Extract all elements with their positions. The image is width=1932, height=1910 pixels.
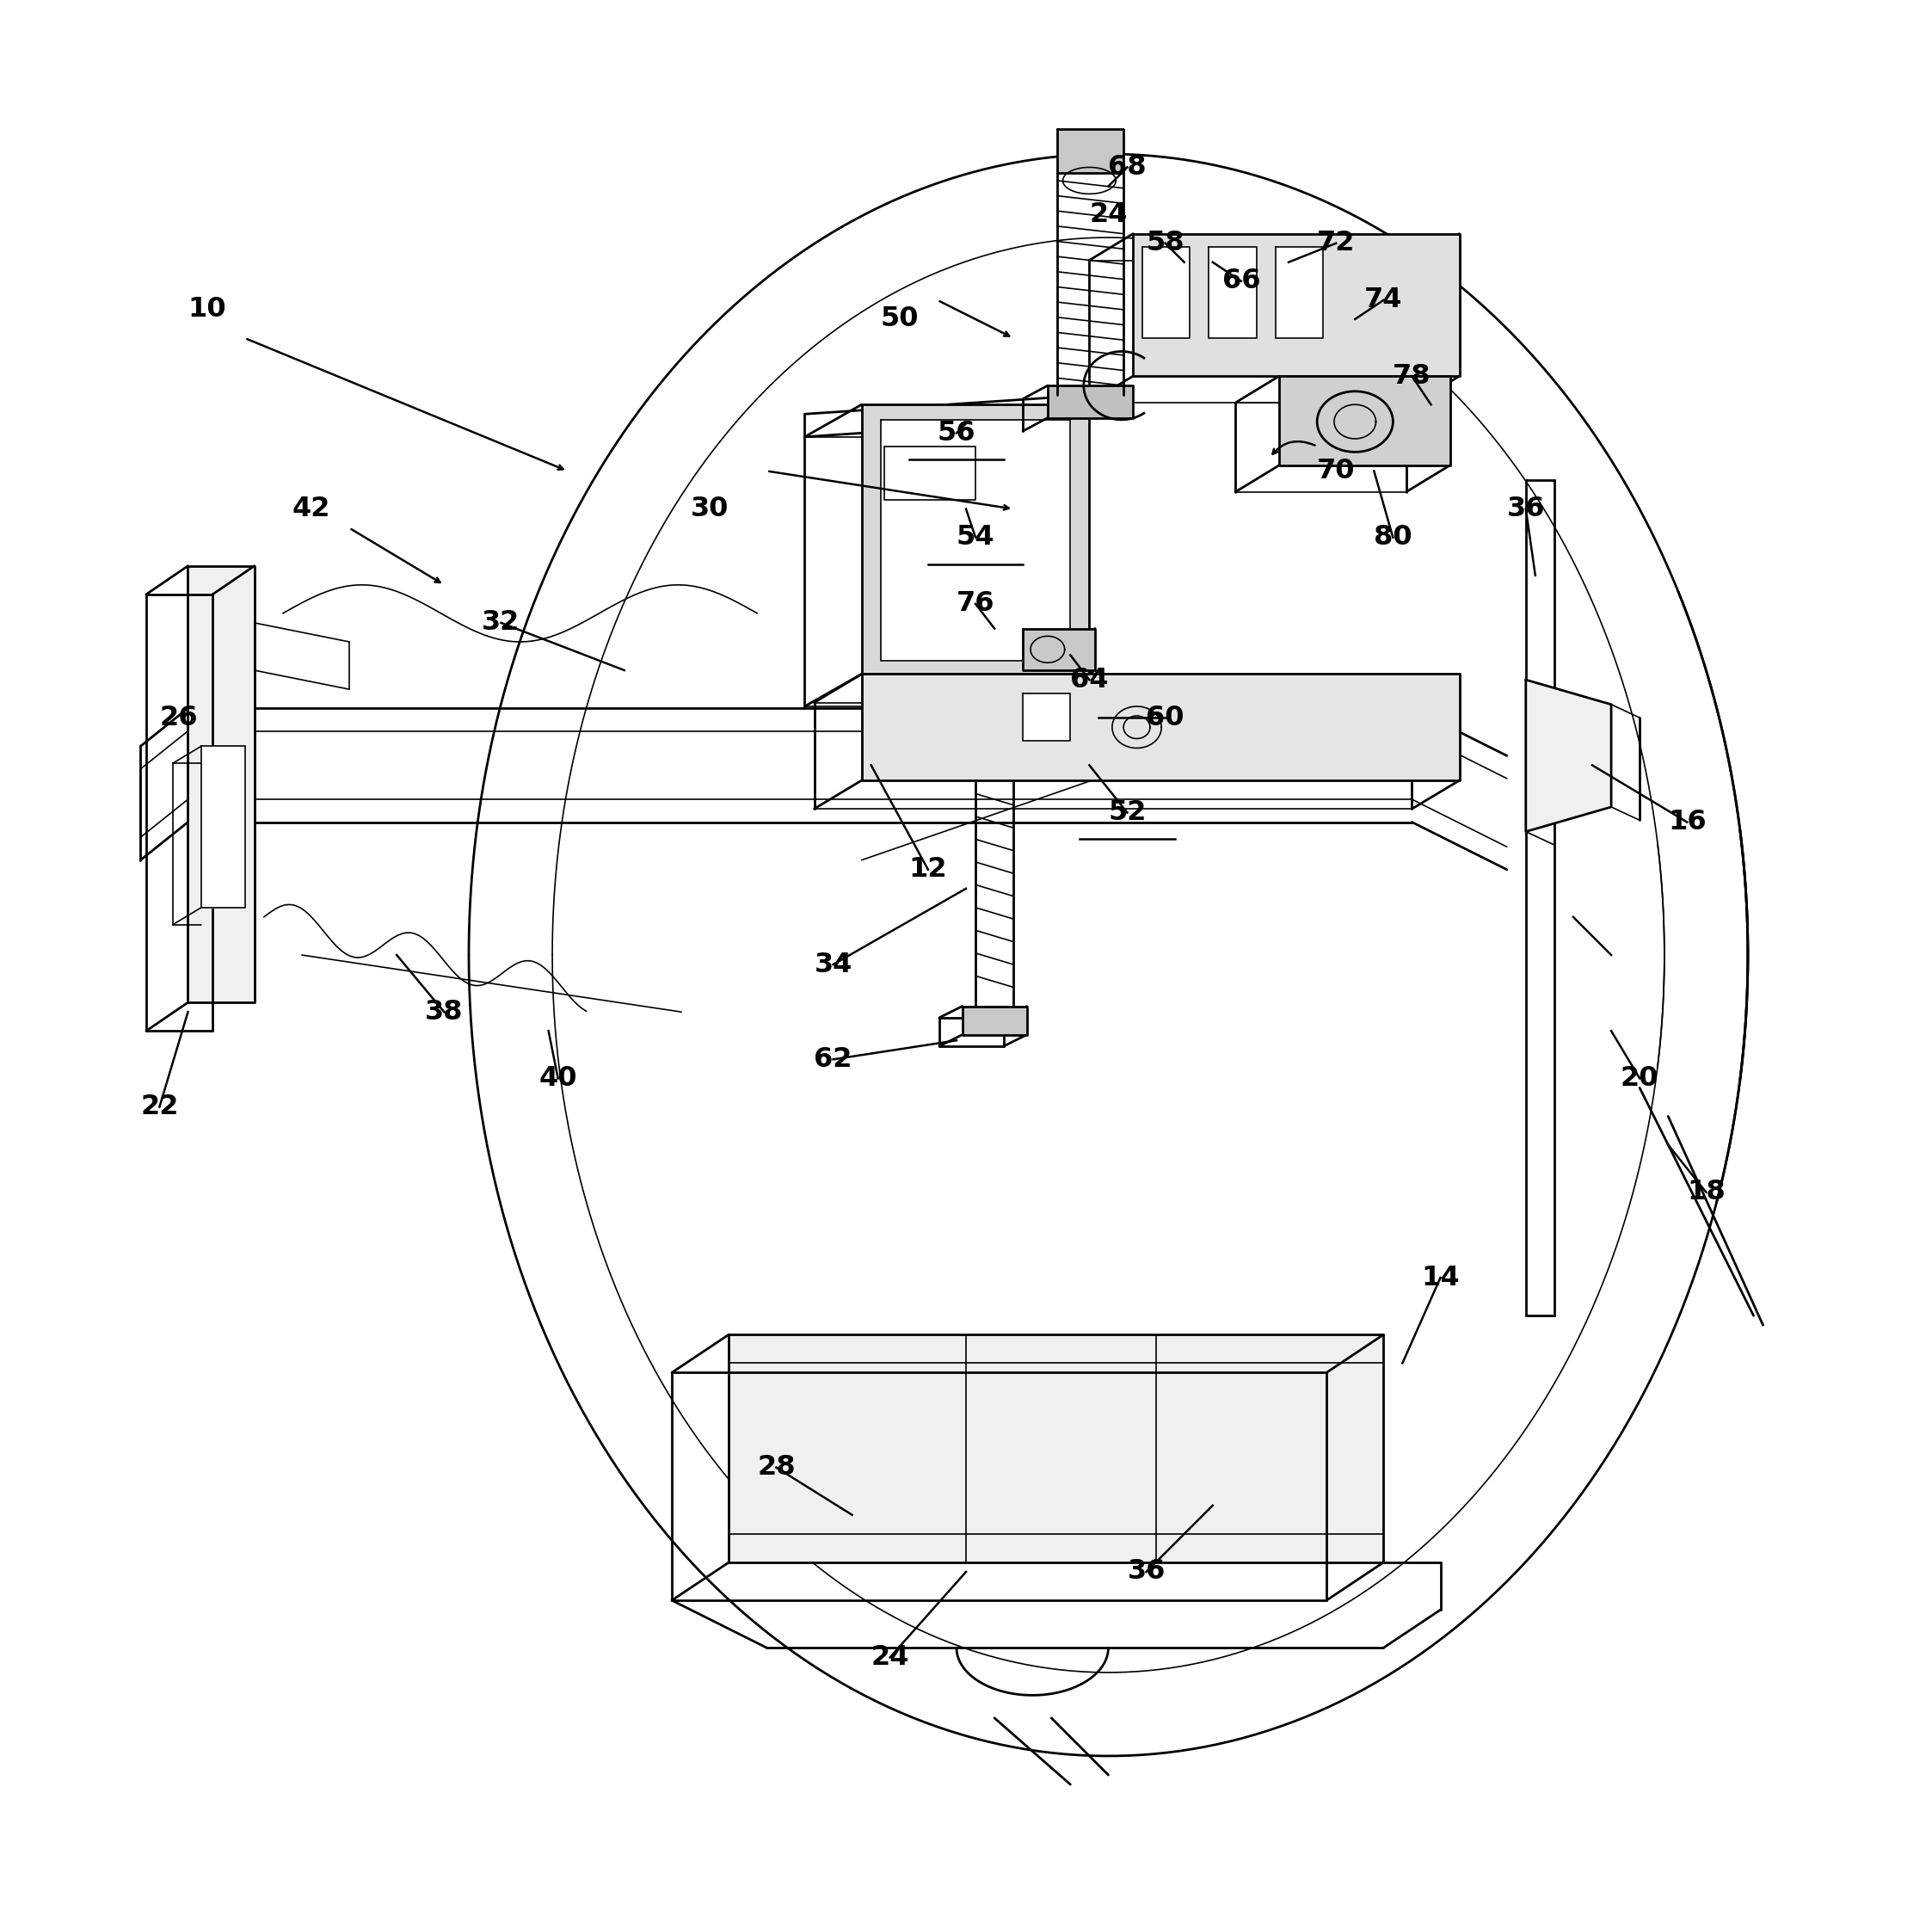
Text: 64: 64 <box>1070 667 1109 693</box>
Text: 10: 10 <box>187 296 226 323</box>
Text: 38: 38 <box>425 999 464 1026</box>
Text: 40: 40 <box>539 1066 578 1093</box>
Polygon shape <box>1047 386 1132 418</box>
Text: 74: 74 <box>1364 286 1403 313</box>
Text: 18: 18 <box>1687 1178 1725 1205</box>
Text: 58: 58 <box>1146 229 1184 256</box>
Text: 68: 68 <box>1109 155 1146 181</box>
Text: 60: 60 <box>1146 705 1184 732</box>
Text: 24: 24 <box>871 1645 910 1671</box>
Polygon shape <box>728 1335 1383 1562</box>
Polygon shape <box>881 420 1070 661</box>
Polygon shape <box>1132 233 1459 376</box>
Polygon shape <box>201 747 245 907</box>
Polygon shape <box>1275 246 1323 338</box>
Text: 72: 72 <box>1318 229 1354 256</box>
Text: 20: 20 <box>1621 1066 1660 1093</box>
Text: 50: 50 <box>881 306 920 332</box>
Text: 34: 34 <box>813 951 852 978</box>
Text: 16: 16 <box>1667 808 1706 835</box>
Text: 12: 12 <box>908 856 947 882</box>
Text: 24: 24 <box>1090 201 1128 227</box>
Text: 56: 56 <box>937 420 976 447</box>
Polygon shape <box>1279 376 1449 466</box>
Text: 14: 14 <box>1422 1264 1459 1291</box>
Polygon shape <box>1142 246 1190 338</box>
Text: 22: 22 <box>141 1094 178 1119</box>
Polygon shape <box>962 1007 1026 1035</box>
Text: 36: 36 <box>1126 1559 1165 1585</box>
Polygon shape <box>1209 246 1256 338</box>
Text: 52: 52 <box>1109 798 1146 825</box>
Text: 36: 36 <box>1507 495 1546 521</box>
Text: 66: 66 <box>1223 267 1260 294</box>
Text: 30: 30 <box>692 495 728 521</box>
Text: 62: 62 <box>813 1047 852 1073</box>
Text: 32: 32 <box>481 609 520 636</box>
Polygon shape <box>1022 628 1095 670</box>
Text: 42: 42 <box>292 495 330 521</box>
Polygon shape <box>862 674 1459 781</box>
Text: 70: 70 <box>1318 458 1354 485</box>
Text: 26: 26 <box>158 705 197 732</box>
Polygon shape <box>1022 693 1070 741</box>
Text: 54: 54 <box>956 523 995 550</box>
Text: 80: 80 <box>1374 523 1412 550</box>
Polygon shape <box>885 447 976 500</box>
Polygon shape <box>187 565 255 1003</box>
Polygon shape <box>1526 680 1611 831</box>
Text: 28: 28 <box>757 1454 796 1480</box>
Polygon shape <box>862 405 1090 674</box>
Polygon shape <box>1057 130 1124 174</box>
Text: 76: 76 <box>956 590 995 617</box>
Text: 78: 78 <box>1393 363 1432 390</box>
